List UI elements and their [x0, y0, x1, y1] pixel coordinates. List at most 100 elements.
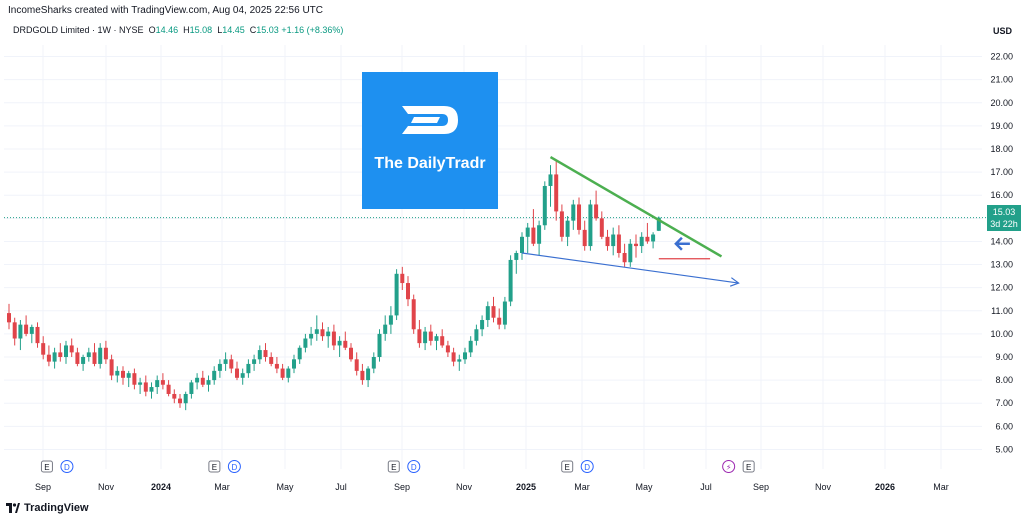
candle-body [628, 243, 633, 263]
candle-body [269, 357, 274, 364]
symbol-legend[interactable]: DRDGOLD Limited · 1W · NYSE O14.46 H15.0… [13, 25, 343, 35]
dividend-marker-label: D [64, 463, 70, 472]
price-tick-label: 14.00 [990, 236, 1013, 246]
candle-body [331, 331, 336, 346]
candle-body [160, 380, 165, 385]
candle-body [217, 363, 222, 371]
earnings-marker-label: E [391, 463, 396, 472]
candle-body [75, 352, 80, 364]
price-tick-label: 18.00 [990, 144, 1013, 154]
candle-body [24, 324, 29, 334]
flash-event-icon: ⚡ [726, 463, 732, 472]
candle-body [12, 322, 17, 339]
candle-body [35, 326, 40, 344]
time-tick-label: Sep [394, 482, 410, 492]
candle-body [178, 398, 182, 404]
candle-body [565, 220, 570, 237]
price-tick-label: 10.00 [990, 329, 1013, 339]
candle-body [252, 359, 257, 364]
candle-body [394, 273, 399, 316]
price-tick-label: 11.00 [991, 306, 1013, 316]
candle-body [109, 359, 114, 376]
price-tick-label: 9.00 [995, 352, 1013, 362]
time-tick-label: Mar [933, 482, 949, 492]
earnings-marker [742, 460, 755, 473]
candle-body [41, 343, 46, 355]
event-markers[interactable]: E D E D E D E D ⚡ E [40, 460, 755, 473]
tradingview-icon [6, 503, 20, 513]
tradingview-logo[interactable]: TradingView [6, 502, 89, 514]
candle-body [559, 211, 564, 237]
daily-tradr-logo-icon [402, 106, 458, 134]
candle-body [371, 357, 376, 369]
candle-body [480, 320, 485, 330]
tradingview-brand: TradingView [24, 502, 89, 514]
candle-body [354, 359, 359, 371]
candle-body [577, 204, 581, 230]
candle-body [605, 236, 610, 247]
price-tick-label: 5.00 [995, 444, 1013, 454]
ohlc-low: L14.45 [217, 25, 245, 35]
candle-body [594, 204, 599, 219]
candle-body [263, 350, 268, 357]
candle-body [86, 352, 91, 357]
time-axis[interactable]: Sep Nov 2024 Mar May Jul Sep Nov 2025 Mar May Jul Se… [35, 482, 949, 492]
candle-body [639, 236, 644, 247]
candle-body [58, 352, 63, 357]
blue-arrow [521, 252, 739, 284]
candle-body [440, 336, 445, 346]
daily-tradr-watermark: The DailyTradr [362, 72, 498, 209]
earnings-marker [561, 460, 574, 473]
price-tick-label: 22.00 [990, 52, 1013, 62]
ohlc-open: O14.46 [148, 25, 179, 35]
candle-body [29, 326, 34, 334]
candle-body [246, 363, 251, 374]
left-arrow-icon [674, 236, 683, 251]
candle-body [406, 283, 410, 300]
price-tick-label: 12.00 [990, 283, 1013, 293]
earnings-marker-label: E [44, 463, 49, 472]
candle-body [388, 315, 393, 325]
candle-body [46, 354, 51, 362]
candle-body [92, 352, 97, 364]
drawings[interactable] [521, 156, 740, 287]
candle-body [349, 347, 353, 360]
candle-body [508, 259, 513, 302]
candle-body [514, 253, 519, 260]
candle-body [7, 313, 11, 323]
candle-body [326, 331, 331, 337]
price-tick-label: 8.00 [995, 375, 1013, 385]
candle-body [189, 382, 194, 394]
candle-body [320, 329, 325, 337]
price-axis[interactable]: 5.00 6.00 7.00 8.00 9.00 10.00 11.00 12.00 13.00… [990, 52, 1013, 455]
candle-body [257, 350, 262, 360]
candle-body [52, 352, 57, 362]
candle-body [451, 352, 456, 362]
candle-body [645, 236, 650, 242]
candle-body [656, 217, 661, 231]
currency-label[interactable]: USD [992, 26, 1012, 36]
dividend-marker [580, 460, 594, 473]
candle-body [582, 229, 587, 247]
price-tick-label: 21.00 [990, 75, 1013, 85]
candle-body [303, 338, 308, 348]
candle-body [69, 345, 74, 353]
price-tick-label: 13.00 [990, 260, 1013, 270]
candle-body [525, 227, 530, 237]
candle-body [428, 331, 433, 341]
time-tick-label: Mar [214, 482, 230, 492]
candle-body [611, 234, 616, 247]
candle-body [383, 324, 388, 334]
price-tick-label: 6.00 [995, 421, 1013, 431]
watermark-text: The DailyTradr [374, 155, 486, 172]
candle-body [149, 387, 154, 392]
candle-body [548, 174, 553, 186]
candle-body [229, 359, 234, 369]
candle-body [445, 345, 450, 353]
candle-body [537, 225, 542, 244]
price-tick-label: 16.00 [990, 190, 1013, 200]
candle-body [417, 329, 422, 344]
price-tick-label: 7.00 [995, 398, 1013, 408]
candle-body [457, 359, 462, 362]
